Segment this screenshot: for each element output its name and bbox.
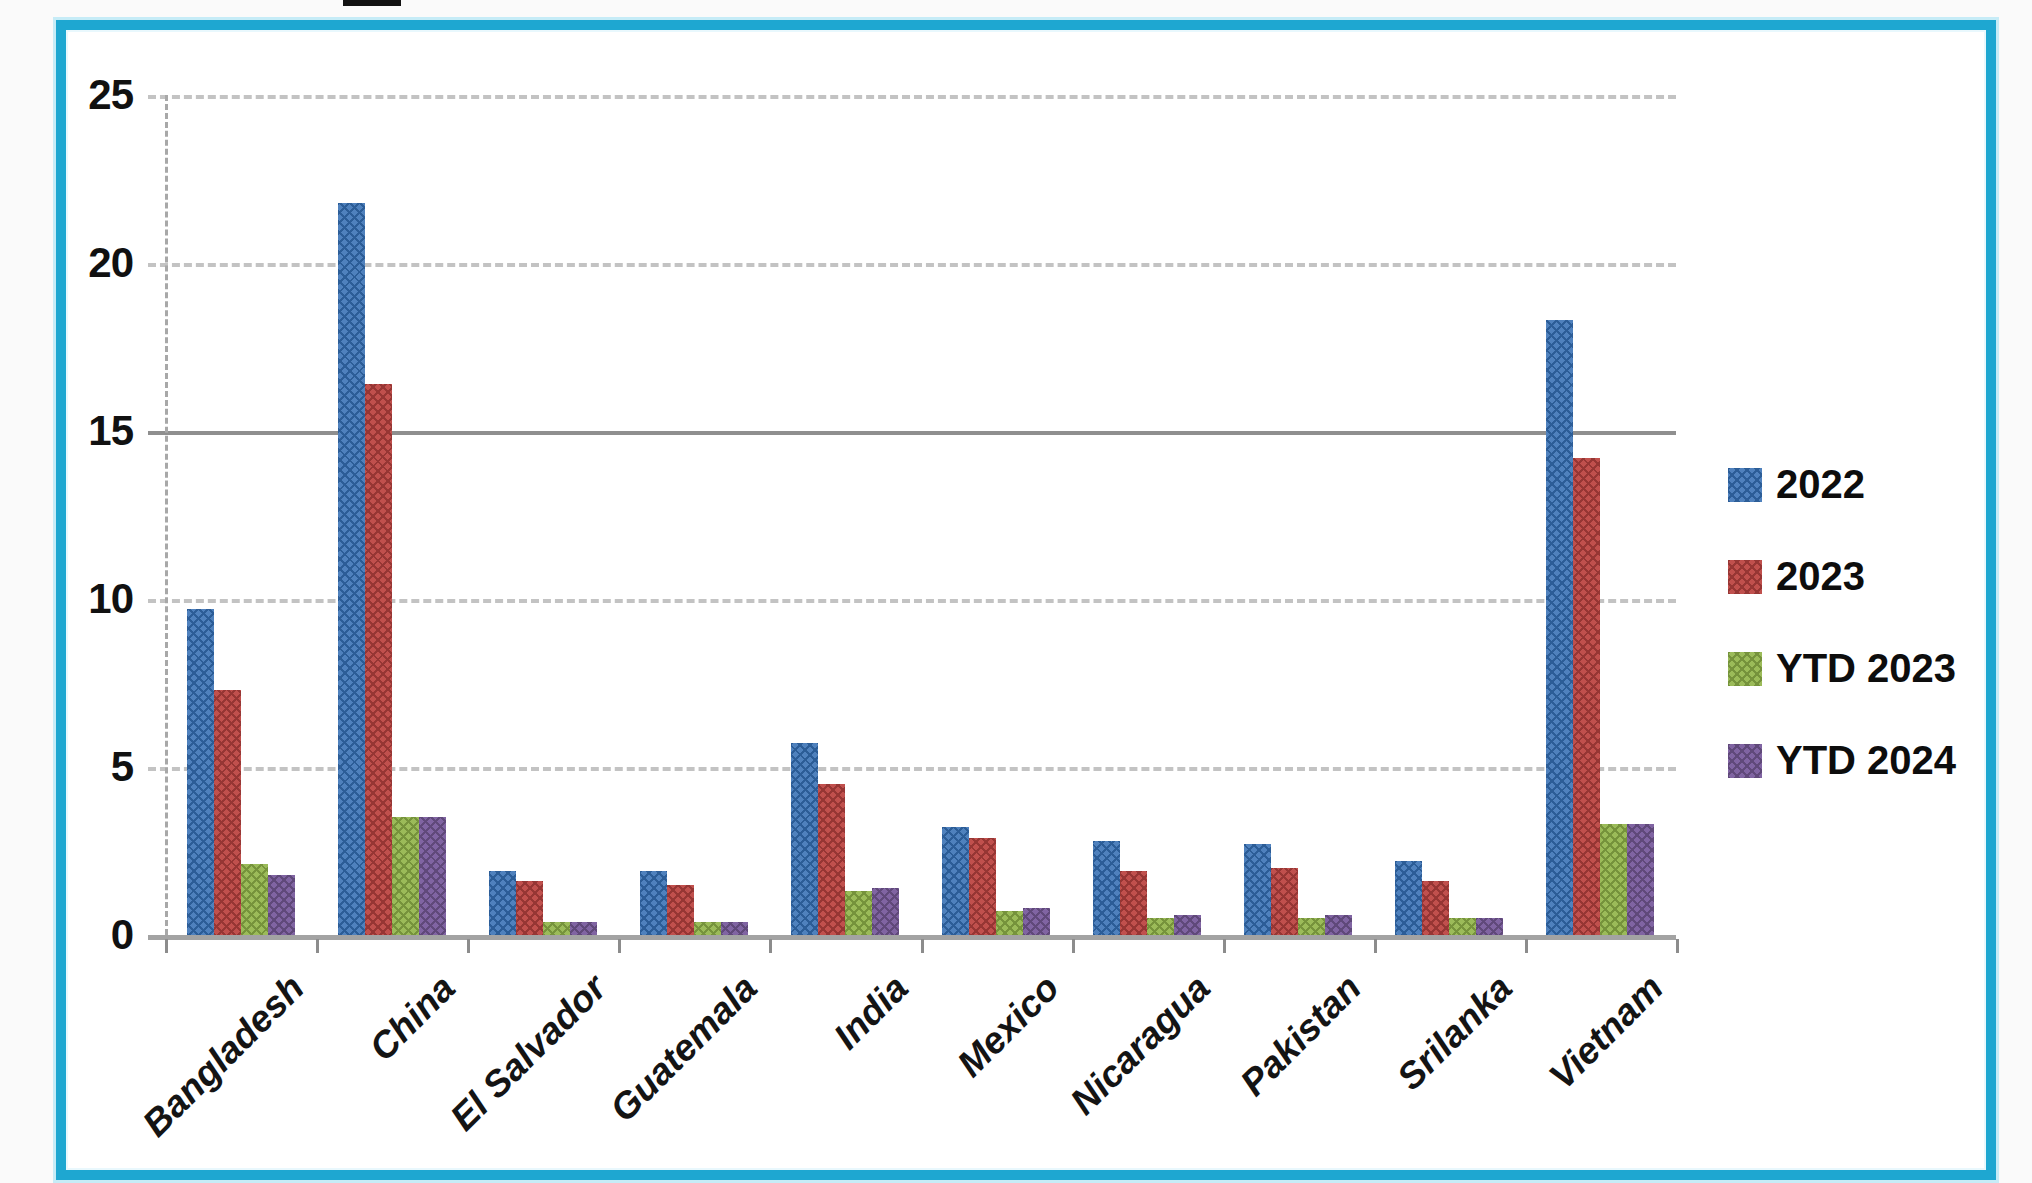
x-category-label-pakistan: Pakistan <box>1233 967 1370 1104</box>
gridline-20 <box>148 263 1676 267</box>
bar-guatemala-ytd-2023 <box>694 922 721 935</box>
legend-swatch-icon <box>1728 744 1762 778</box>
chart-legend: 2022 2023 YTD 2023 YTD 2024 <box>1728 462 1956 830</box>
bar-nicaragua-2022 <box>1093 841 1120 935</box>
x-axis-tick <box>316 939 319 953</box>
x-axis-tick <box>467 939 470 953</box>
legend-item-ytd-2024: YTD 2024 <box>1728 738 1956 783</box>
bar-vietnam-2022 <box>1546 320 1573 935</box>
bar-nicaragua-ytd-2024 <box>1174 915 1201 935</box>
bar-mexico-2023 <box>969 838 996 935</box>
x-axis-tick <box>165 939 168 953</box>
bar-el-salvador-ytd-2023 <box>543 922 570 935</box>
bar-bangladesh-2022 <box>187 609 214 935</box>
bar-china-ytd-2024 <box>419 817 446 935</box>
bar-pakistan-2022 <box>1244 844 1271 935</box>
x-category-label-china: China <box>361 967 463 1069</box>
bar-india-2022 <box>791 743 818 935</box>
gridline-25 <box>148 95 1676 99</box>
y-axis-line <box>165 95 168 935</box>
y-tick-label-10: 10 <box>53 578 133 620</box>
x-category-label-nicaragua: Nicaragua <box>1063 967 1219 1123</box>
bar-guatemala-2023 <box>667 885 694 935</box>
bar-el-salvador-ytd-2024 <box>570 922 597 935</box>
bar-srilanka-ytd-2024 <box>1476 918 1503 935</box>
x-axis-tick <box>1374 939 1377 953</box>
bar-india-ytd-2024 <box>872 888 899 935</box>
x-category-label-india: India <box>826 967 917 1058</box>
bar-nicaragua-ytd-2023 <box>1147 918 1174 935</box>
bar-vietnam-ytd-2024 <box>1627 824 1654 935</box>
y-tick-label-0: 0 <box>53 914 133 956</box>
x-category-label-guatemala: Guatemala <box>602 967 765 1130</box>
bar-china-2022 <box>338 203 365 935</box>
bar-vietnam-2023 <box>1573 458 1600 935</box>
x-category-label-el-salvador: El Salvador <box>442 967 614 1139</box>
bar-bangladesh-ytd-2023 <box>241 864 268 935</box>
y-tick-label-20: 20 <box>53 242 133 284</box>
x-axis-line <box>148 935 1676 940</box>
bar-pakistan-ytd-2024 <box>1325 915 1352 935</box>
bar-bangladesh-ytd-2024 <box>268 875 295 935</box>
x-category-label-vietnam: Vietnam <box>1542 967 1673 1098</box>
legend-swatch-icon <box>1728 468 1762 502</box>
bar-pakistan-ytd-2023 <box>1298 918 1325 935</box>
bar-pakistan-2023 <box>1271 868 1298 935</box>
x-axis-tick <box>1223 939 1226 953</box>
legend-label: 2022 <box>1776 462 1865 507</box>
x-axis-tick <box>618 939 621 953</box>
bar-el-salvador-2022 <box>489 871 516 935</box>
legend-label: YTD 2024 <box>1776 738 1956 783</box>
legend-item-2022: 2022 <box>1728 462 1956 507</box>
x-category-label-mexico: Mexico <box>949 967 1067 1085</box>
y-tick-label-5: 5 <box>53 746 133 788</box>
bar-srilanka-2022 <box>1395 861 1422 935</box>
x-axis-tick <box>1525 939 1528 953</box>
x-axis-tick <box>921 939 924 953</box>
bar-china-ytd-2023 <box>392 817 419 935</box>
bar-china-2023 <box>365 384 392 935</box>
bar-bangladesh-2023 <box>214 690 241 935</box>
x-category-label-bangladesh: Bangladesh <box>134 967 312 1145</box>
y-tick-label-25: 25 <box>53 74 133 116</box>
bar-el-salvador-2023 <box>516 881 543 935</box>
bar-mexico-ytd-2024 <box>1023 908 1050 935</box>
bar-mexico-2022 <box>942 827 969 935</box>
bar-india-2023 <box>818 784 845 935</box>
bar-srilanka-ytd-2023 <box>1449 918 1476 935</box>
bar-guatemala-2022 <box>640 871 667 935</box>
bar-nicaragua-2023 <box>1120 871 1147 935</box>
x-axis-tick <box>1072 939 1075 953</box>
bar-vietnam-ytd-2023 <box>1600 824 1627 935</box>
y-tick-label-15: 15 <box>53 410 133 452</box>
legend-swatch-icon <box>1728 652 1762 686</box>
x-axis-tick <box>1676 939 1679 953</box>
legend-item-2023: 2023 <box>1728 554 1956 599</box>
legend-item-ytd-2023: YTD 2023 <box>1728 646 1956 691</box>
x-category-label-srilanka: Srilanka <box>1390 967 1522 1099</box>
bar-mexico-ytd-2023 <box>996 911 1023 935</box>
legend-label: 2023 <box>1776 554 1865 599</box>
legend-swatch-icon <box>1728 560 1762 594</box>
x-axis-tick <box>769 939 772 953</box>
legend-label: YTD 2023 <box>1776 646 1956 691</box>
bar-india-ytd-2023 <box>845 891 872 935</box>
bar-guatemala-ytd-2024 <box>721 922 748 935</box>
bar-srilanka-2023 <box>1422 881 1449 935</box>
